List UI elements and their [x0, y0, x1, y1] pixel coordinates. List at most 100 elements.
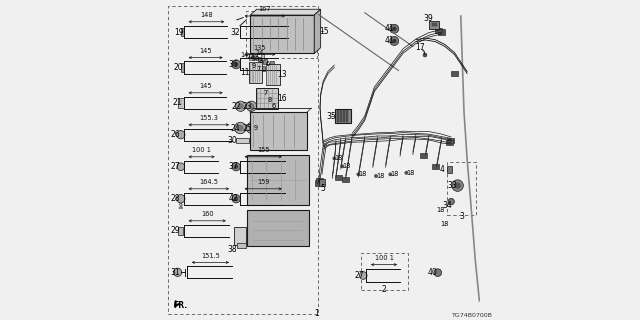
Text: 28: 28 — [171, 194, 180, 203]
Text: 33: 33 — [447, 181, 457, 190]
Text: 26: 26 — [170, 130, 180, 139]
Text: 41: 41 — [384, 36, 394, 45]
Bar — [361, 253, 408, 290]
Text: 16: 16 — [276, 94, 287, 103]
Circle shape — [177, 195, 185, 203]
Circle shape — [232, 163, 241, 171]
Circle shape — [452, 180, 463, 191]
Circle shape — [455, 183, 461, 188]
Text: 35: 35 — [326, 111, 336, 121]
Circle shape — [448, 198, 454, 205]
Circle shape — [404, 171, 408, 174]
Bar — [420, 153, 428, 158]
Text: 32: 32 — [230, 28, 241, 36]
Text: 151.5: 151.5 — [201, 252, 220, 259]
Bar — [316, 178, 323, 183]
Circle shape — [232, 60, 241, 69]
Text: 8: 8 — [259, 59, 262, 64]
Text: 21: 21 — [173, 98, 182, 107]
Circle shape — [333, 157, 336, 160]
Bar — [270, 61, 274, 67]
Text: 15: 15 — [319, 27, 330, 36]
Bar — [261, 66, 265, 71]
Text: 10: 10 — [251, 56, 260, 62]
Text: 5: 5 — [321, 184, 326, 193]
Text: 7: 7 — [264, 90, 268, 96]
Circle shape — [340, 165, 344, 168]
Circle shape — [177, 131, 185, 139]
Bar — [447, 162, 476, 215]
Bar — [236, 138, 248, 143]
Bar — [337, 110, 339, 122]
Circle shape — [250, 125, 255, 131]
Bar — [178, 227, 184, 235]
Text: 13: 13 — [276, 70, 287, 79]
Text: 22: 22 — [232, 102, 241, 111]
Circle shape — [238, 104, 243, 109]
Text: 18: 18 — [376, 173, 385, 179]
Text: 34: 34 — [442, 201, 452, 210]
Bar — [181, 63, 184, 72]
Text: 25: 25 — [242, 124, 252, 132]
Bar — [256, 63, 260, 68]
Text: 1: 1 — [314, 309, 319, 318]
Circle shape — [234, 62, 238, 66]
Text: 29: 29 — [170, 226, 180, 235]
Text: 18: 18 — [358, 172, 367, 177]
Text: 14: 14 — [255, 51, 264, 56]
Text: 159: 159 — [257, 179, 269, 185]
Text: 167: 167 — [259, 6, 271, 12]
Bar — [256, 88, 278, 109]
Text: 8: 8 — [268, 97, 272, 103]
Text: 14: 14 — [241, 52, 249, 58]
Text: 6: 6 — [265, 61, 269, 67]
Text: 27: 27 — [170, 162, 180, 171]
Text: 4: 4 — [440, 165, 445, 174]
Circle shape — [234, 122, 246, 134]
Circle shape — [390, 36, 399, 45]
Bar — [246, 11, 317, 58]
Bar — [451, 71, 458, 76]
Bar — [315, 180, 322, 186]
Polygon shape — [314, 9, 321, 53]
Circle shape — [249, 104, 254, 109]
Text: 18: 18 — [335, 156, 343, 161]
Text: 9: 9 — [252, 63, 255, 68]
Text: 30: 30 — [227, 136, 237, 145]
Text: 9: 9 — [179, 203, 182, 208]
Text: FR.: FR. — [173, 301, 187, 310]
Text: 3: 3 — [460, 212, 465, 221]
Circle shape — [234, 197, 238, 201]
Text: 145: 145 — [199, 48, 212, 54]
Text: 100 1: 100 1 — [374, 255, 394, 261]
Text: 24: 24 — [230, 124, 240, 132]
Bar — [168, 6, 319, 314]
Bar — [266, 64, 280, 85]
Bar — [249, 62, 262, 83]
Text: 160: 160 — [201, 211, 214, 217]
Bar — [250, 112, 307, 150]
Circle shape — [390, 24, 399, 33]
Bar — [247, 210, 310, 246]
Text: 18: 18 — [390, 172, 399, 177]
Text: 40: 40 — [428, 268, 438, 277]
Bar — [432, 23, 438, 26]
Text: 11: 11 — [240, 68, 250, 77]
Circle shape — [237, 125, 243, 131]
Text: 18: 18 — [440, 221, 449, 227]
Text: 23: 23 — [242, 102, 252, 111]
Text: 135: 135 — [253, 44, 266, 51]
Text: 7: 7 — [257, 66, 260, 72]
Text: 41: 41 — [384, 24, 394, 33]
Text: 148: 148 — [200, 12, 212, 18]
Circle shape — [434, 269, 442, 276]
Bar — [340, 110, 342, 122]
Bar — [343, 110, 346, 122]
Bar — [234, 227, 246, 245]
Polygon shape — [250, 9, 321, 15]
Text: 2: 2 — [381, 285, 387, 294]
Text: 37: 37 — [228, 162, 238, 171]
Text: 18: 18 — [406, 170, 415, 176]
Text: 39: 39 — [423, 14, 433, 23]
Bar — [260, 90, 264, 95]
